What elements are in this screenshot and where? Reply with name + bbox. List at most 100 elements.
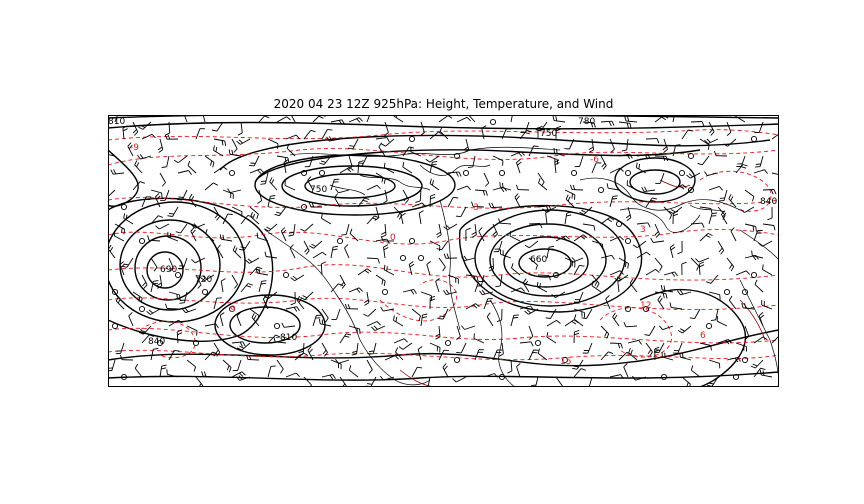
wind-barb-icon xyxy=(400,210,406,225)
wind-barb-icon xyxy=(740,206,755,213)
wind-barb-icon xyxy=(177,170,192,175)
wind-barb-icon xyxy=(141,133,156,140)
wind-barb-icon xyxy=(761,300,773,310)
wind-barb-icon xyxy=(290,274,305,282)
wind-barb-icon xyxy=(366,257,380,264)
wind-barb-icon xyxy=(591,280,602,293)
wind-barb-icon xyxy=(393,315,404,327)
wind-barb-icon xyxy=(537,172,545,187)
wind-barb-icon xyxy=(493,240,503,253)
wind-barb-icon xyxy=(730,227,737,242)
wind-barb-icon xyxy=(308,202,323,208)
wind-barb-icon xyxy=(231,138,238,153)
temperature-label: 12 xyxy=(640,301,651,311)
wind-barb-icon xyxy=(436,223,442,238)
wind-barb-icon xyxy=(159,172,166,187)
temperature-label: -3 xyxy=(470,203,479,213)
height-label: 840 xyxy=(148,337,165,347)
wind-barb-icon xyxy=(465,274,479,282)
wind-barb-icon xyxy=(536,281,548,293)
wind-barb-icon xyxy=(545,308,557,319)
wind-barb-icon xyxy=(699,206,713,214)
wind-barb-icon xyxy=(609,374,624,379)
wind-barb-icon xyxy=(588,376,593,387)
calm-circle-icon xyxy=(678,169,686,177)
wind-barb-icon xyxy=(669,244,676,259)
calm-circle-icon xyxy=(642,305,650,313)
wind-barb-icon xyxy=(335,188,350,194)
wind-barb-icon xyxy=(366,115,371,123)
wind-barb-icon xyxy=(632,240,647,248)
wind-barb-icon xyxy=(492,223,498,238)
wind-barb-icon xyxy=(605,295,611,310)
wind-barb-icon xyxy=(289,244,296,259)
wind-barb-icon xyxy=(641,186,656,193)
wind-barb-icon xyxy=(492,349,503,361)
wind-barb-icon xyxy=(222,213,233,225)
wind-barb-icon xyxy=(273,336,287,344)
wind-barb-icon xyxy=(672,342,683,354)
wind-barb-icon xyxy=(516,363,521,378)
wind-barb-icon xyxy=(330,359,342,370)
wind-barb-icon xyxy=(574,155,584,168)
wind-barb-icon xyxy=(108,154,116,157)
wind-barb-icon xyxy=(771,133,779,140)
wind-barb-icon xyxy=(160,189,170,201)
wind-barb-icon xyxy=(582,121,596,128)
wind-barb-icon xyxy=(663,271,678,277)
wind-barb-icon xyxy=(366,184,381,191)
wind-barb-icon xyxy=(762,264,773,276)
wind-barb-icon xyxy=(659,325,674,331)
wind-barb-icon xyxy=(708,359,721,369)
wind-barb-icon xyxy=(473,333,485,344)
wind-barb-icon xyxy=(284,180,296,191)
wind-barb-icon xyxy=(636,222,651,228)
wind-barb-icon xyxy=(119,354,134,361)
wind-barb-icon xyxy=(753,230,763,242)
wind-barb-icon xyxy=(677,325,692,334)
wind-barb-icon xyxy=(564,211,572,225)
wind-barb-icon xyxy=(222,189,234,199)
height-label: 720 xyxy=(195,275,212,285)
wind-barb-icon xyxy=(411,308,421,321)
wind-barb-icon xyxy=(452,376,467,383)
wind-barb-icon xyxy=(258,280,267,293)
wind-barb-icon xyxy=(736,155,746,167)
wind-barb-icon xyxy=(411,202,426,208)
wind-barb-icon xyxy=(677,240,683,255)
wind-barb-icon xyxy=(629,278,638,293)
wind-barb-icon xyxy=(150,280,159,293)
wind-barb-icon xyxy=(717,240,725,255)
wind-barb-icon xyxy=(357,197,370,208)
wind-barb-icon xyxy=(474,281,484,293)
wind-barb-icon xyxy=(276,116,291,123)
calm-circle-icon xyxy=(723,288,731,296)
wind-barb-icon xyxy=(699,232,713,242)
wind-barb-icon xyxy=(384,355,399,361)
wind-barb-icon xyxy=(735,342,747,352)
calm-circle-icon xyxy=(615,220,623,228)
wind-barb-icon xyxy=(717,338,732,345)
wind-barb-icon xyxy=(471,201,485,208)
wind-barb-icon xyxy=(374,206,380,221)
calm-circle-icon xyxy=(624,237,632,245)
wind-barb-icon xyxy=(623,322,638,328)
wind-barb-icon xyxy=(498,218,512,225)
wind-barb-icon xyxy=(303,240,310,255)
wind-barb-icon xyxy=(195,128,205,140)
temperature-label: 6 xyxy=(700,331,706,341)
wind-barb-icon xyxy=(267,195,276,208)
wind-barb-icon xyxy=(155,223,170,230)
wind-barb-icon xyxy=(348,325,361,334)
wind-barb-icon xyxy=(156,274,163,289)
wind-barb-icon xyxy=(303,129,316,140)
wind-barb-icon xyxy=(650,237,665,243)
wind-barb-icon xyxy=(280,227,287,242)
wind-barb-icon xyxy=(321,373,336,380)
wind-barb-icon xyxy=(438,308,449,320)
wind-barb-icon xyxy=(537,125,543,139)
height-label: 690 xyxy=(160,265,177,275)
wind-barb-icon xyxy=(213,145,224,157)
wind-barb-icon xyxy=(237,121,243,136)
